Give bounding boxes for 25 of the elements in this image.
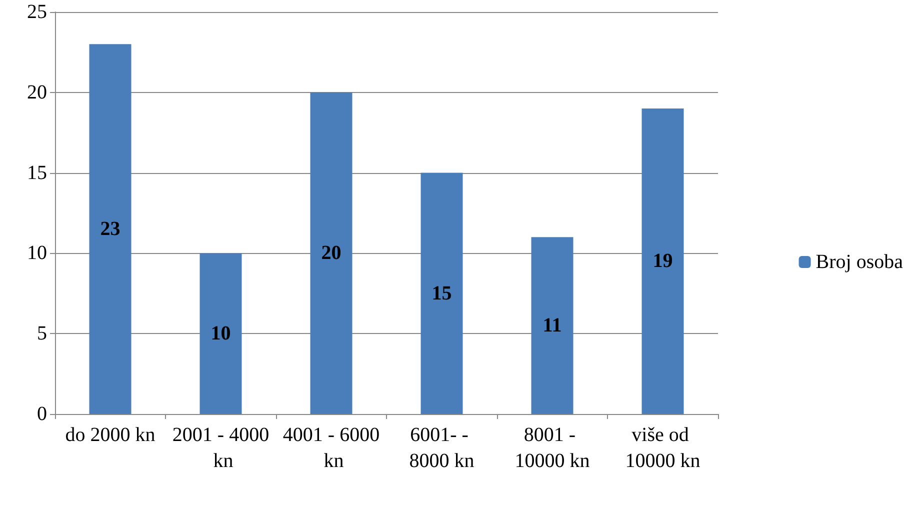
x-tick-label: više od 10000 kn — [625, 424, 700, 472]
y-tick-label: 15 — [27, 162, 47, 184]
data-label: 10 — [210, 322, 231, 345]
x-tick-label: 8001 - 10000 kn — [514, 424, 590, 472]
x-tick-label: 2001 - 4000 kn — [172, 424, 270, 472]
bar — [89, 44, 132, 414]
legend-label: Broj osoba — [816, 251, 904, 273]
y-tick-label: 25 — [27, 1, 47, 23]
y-tick-label: 0 — [37, 403, 47, 425]
bar — [310, 92, 352, 414]
bar — [200, 253, 242, 414]
y-tick-label: 5 — [37, 322, 47, 345]
x-tick-label: 4001 - 6000 kn — [282, 424, 380, 472]
data-label: 19 — [652, 250, 673, 272]
data-label: 23 — [100, 218, 120, 240]
bar — [642, 108, 684, 414]
data-label: 15 — [432, 282, 452, 304]
data-label: 11 — [542, 314, 562, 337]
y-tick-label: 10 — [27, 242, 47, 264]
y-tick-label: 20 — [27, 81, 47, 104]
bar — [420, 172, 463, 414]
x-tick-label: 6001- - 8000 kn — [409, 424, 474, 472]
x-tick-label: do 2000 kn — [65, 424, 156, 446]
bar — [531, 237, 574, 414]
data-label: 20 — [321, 242, 342, 264]
